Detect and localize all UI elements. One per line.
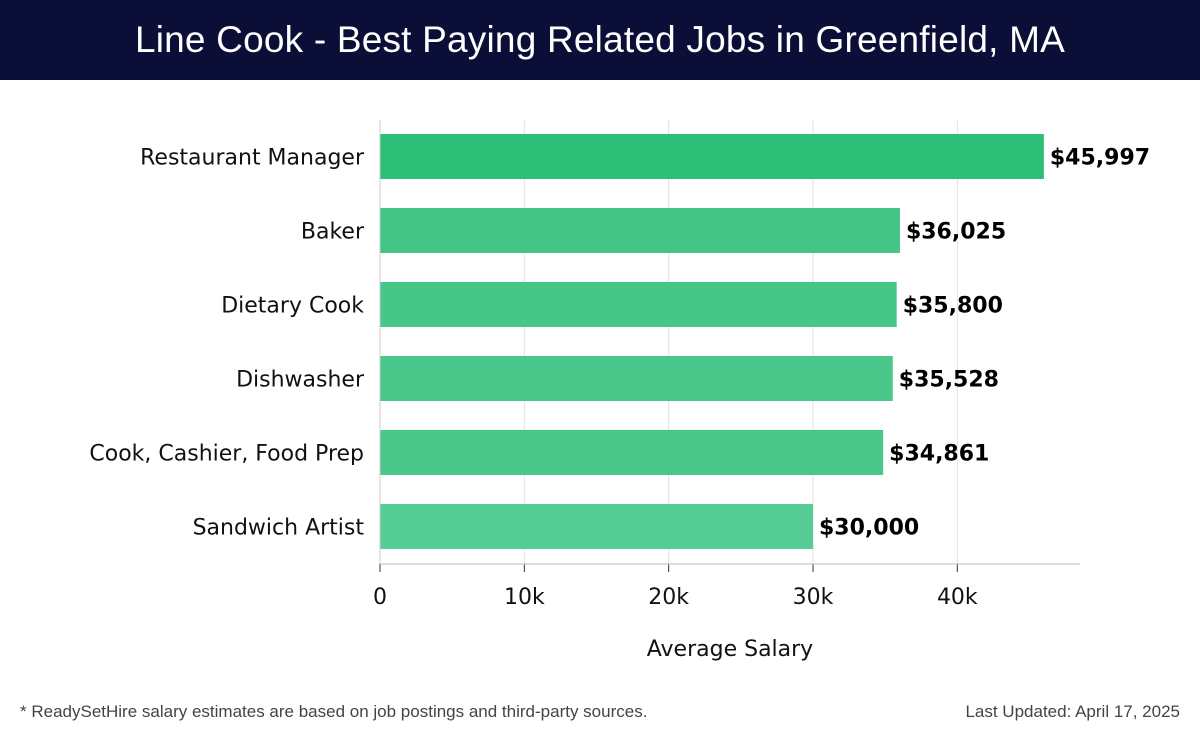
category-label: Restaurant Manager [140, 146, 365, 171]
chart-title: Line Cook - Best Paying Related Jobs in … [134, 19, 1066, 60]
bar [380, 208, 900, 253]
x-tick-label: 30k [793, 585, 834, 610]
x-axis-title: Average Salary [647, 637, 813, 662]
salary-footnote: * ReadySetHire salary estimates are base… [20, 702, 648, 721]
last-updated: Last Updated: April 17, 2025 [965, 702, 1180, 721]
category-label: Dietary Cook [221, 294, 364, 319]
value-label: $35,528 [899, 368, 999, 393]
chart-title-banner: Line Cook - Best Paying Related Jobs in … [0, 0, 1200, 80]
bars: Restaurant Manager $45,997 Baker $36,025 Die… [89, 134, 1150, 549]
bar [380, 134, 1044, 179]
value-label: $34,861 [889, 442, 989, 467]
x-tick-label: 10k [504, 585, 545, 610]
value-label: $36,025 [906, 220, 1006, 245]
bar [380, 282, 897, 327]
x-axis: 0 10k 20k 30k 40k [373, 120, 1080, 610]
category-label: Baker [301, 220, 365, 245]
x-tick-label: 20k [648, 585, 689, 610]
salary-bar-chart: Restaurant Manager $45,997 Baker $36,025 Die… [89, 120, 1150, 662]
value-label: $45,997 [1050, 146, 1150, 171]
category-label: Dishwasher [236, 368, 365, 393]
value-label: $30,000 [819, 516, 919, 541]
x-tick-label: 0 [373, 585, 387, 610]
bar [380, 430, 884, 475]
bar [380, 504, 813, 549]
category-label: Sandwich Artist [193, 516, 365, 541]
value-label: $35,800 [903, 294, 1003, 319]
x-tick-label: 40k [937, 585, 978, 610]
bar [380, 356, 893, 401]
grid-lines [379, 120, 958, 564]
category-label: Cook, Cashier, Food Prep [89, 442, 364, 467]
